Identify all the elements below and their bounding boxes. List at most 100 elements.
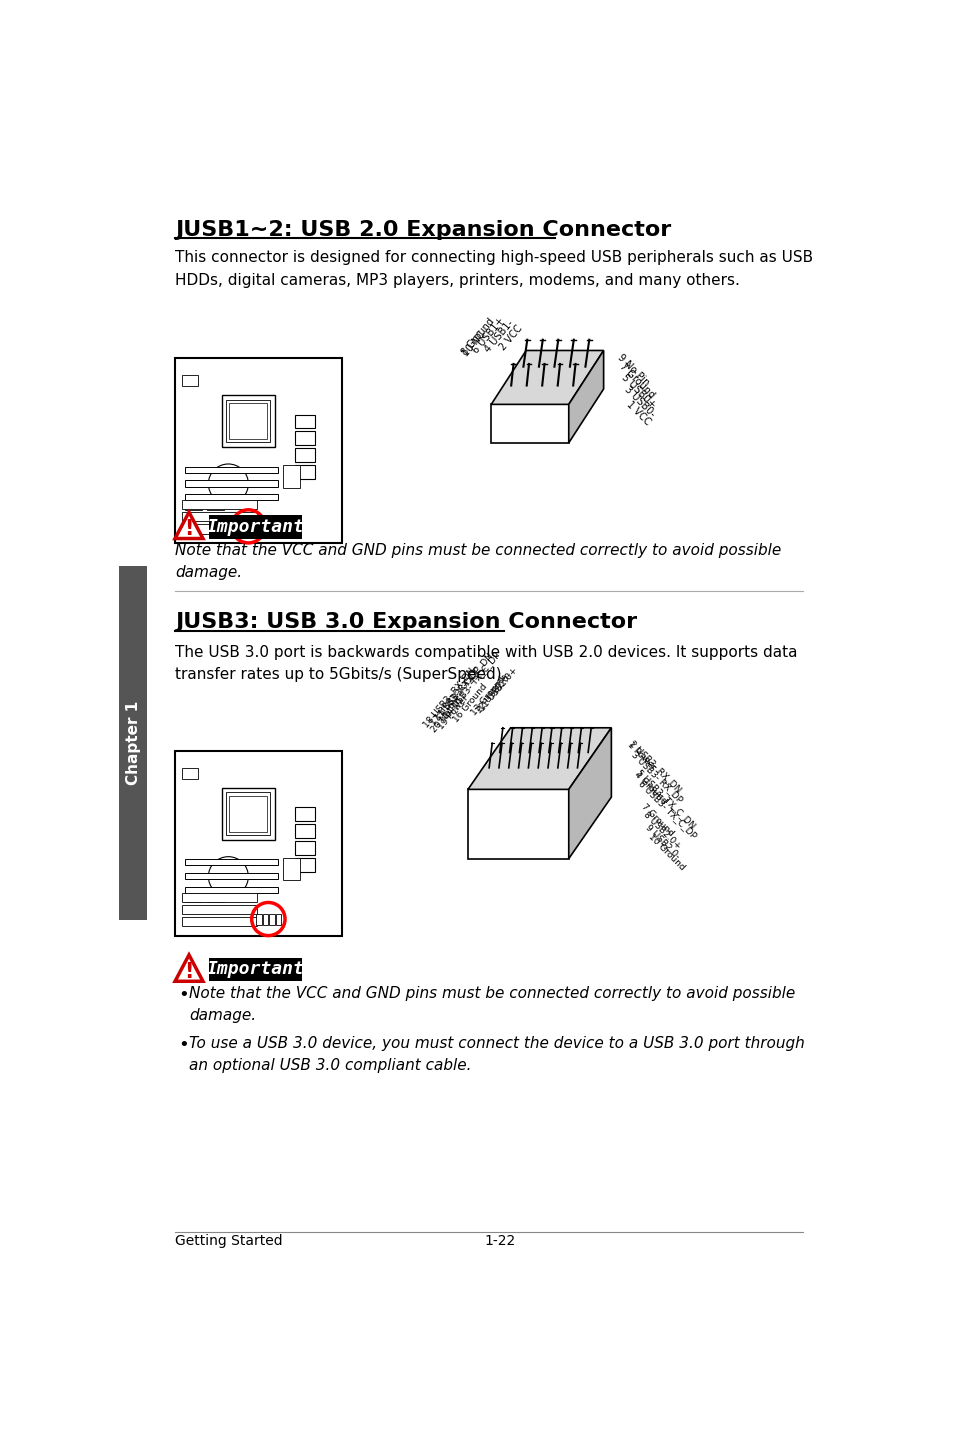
- Bar: [185, 467, 278, 473]
- Bar: [209, 516, 302, 538]
- Bar: [294, 465, 314, 480]
- Text: •: •: [178, 1035, 189, 1054]
- Bar: [239, 521, 245, 531]
- Polygon shape: [468, 727, 611, 789]
- Text: Important: Important: [207, 518, 304, 536]
- Bar: [181, 513, 256, 521]
- Polygon shape: [568, 727, 611, 859]
- Bar: [221, 395, 274, 447]
- Text: 20 No Pin: 20 No Pin: [429, 696, 464, 735]
- Text: Note that the VCC and GND pins must be connected correctly to avoid possible
dam: Note that the VCC and GND pins must be c…: [174, 543, 781, 580]
- Bar: [283, 465, 299, 487]
- Text: 18 USB3- RX_DN: 18 USB3- RX_DN: [421, 666, 476, 729]
- Text: Note that the VCC and GND pins must be connected correctly to avoid possible
dam: Note that the VCC and GND pins must be c…: [189, 985, 795, 1022]
- Text: 14 USB3- TX_C_DP: 14 USB3- TX_C_DP: [440, 650, 500, 720]
- Text: The USB 3.0 port is backwards compatible with USB 2.0 devices. It supports data
: The USB 3.0 port is backwards compatible…: [174, 644, 797, 682]
- Bar: [294, 825, 314, 838]
- Text: JUSB1~2: USB 2.0 Expansion Connector: JUSB1~2: USB 2.0 Expansion Connector: [174, 219, 671, 239]
- Text: 8 USB2.0+: 8 USB2.0+: [641, 811, 681, 852]
- Bar: [221, 788, 274, 839]
- Text: 8 Ground: 8 Ground: [459, 316, 497, 357]
- Bar: [185, 859, 278, 865]
- Text: 4 Ground: 4 Ground: [632, 770, 667, 806]
- Text: 10 Ground: 10 Ground: [645, 832, 685, 872]
- Text: 13 Ground: 13 Ground: [470, 676, 507, 717]
- Bar: [181, 905, 256, 914]
- Text: 7 Ground: 7 Ground: [617, 361, 656, 400]
- Bar: [294, 858, 314, 872]
- Polygon shape: [174, 513, 203, 538]
- Bar: [294, 448, 314, 463]
- Bar: [185, 886, 278, 894]
- Text: 9 No Pin: 9 No Pin: [615, 352, 650, 388]
- Bar: [174, 750, 341, 935]
- Text: 16 Ground: 16 Ground: [451, 683, 488, 725]
- Text: 5 USB0+: 5 USB0+: [619, 372, 657, 410]
- Polygon shape: [174, 955, 203, 981]
- Text: 12 USB2.0-: 12 USB2.0-: [474, 672, 513, 716]
- Text: 6 USB3- TX_C_DP: 6 USB3- TX_C_DP: [637, 779, 698, 841]
- Bar: [275, 914, 281, 925]
- Circle shape: [208, 856, 248, 896]
- Text: Important: Important: [207, 961, 304, 978]
- Text: 15 USB3- TX_C_DN: 15 USB3- TX_C_DN: [434, 652, 495, 722]
- Bar: [226, 400, 270, 442]
- Bar: [263, 914, 268, 925]
- Bar: [468, 789, 568, 859]
- Bar: [253, 521, 257, 531]
- Bar: [181, 892, 256, 902]
- Text: !: !: [184, 962, 193, 982]
- Text: 1-22: 1-22: [483, 1233, 515, 1247]
- Bar: [294, 431, 314, 445]
- Bar: [174, 358, 341, 543]
- Text: 10 NC: 10 NC: [460, 329, 487, 358]
- Text: 2 VCC: 2 VCC: [497, 324, 524, 352]
- Bar: [119, 566, 147, 921]
- Bar: [181, 524, 256, 534]
- Text: 7 Ground: 7 Ground: [639, 802, 675, 838]
- Text: 5 USB3- TX_C_DN: 5 USB3- TX_C_DN: [634, 768, 697, 829]
- Text: 1 Power: 1 Power: [624, 740, 657, 772]
- Bar: [256, 914, 261, 925]
- Bar: [181, 918, 256, 927]
- Polygon shape: [568, 351, 603, 442]
- Text: To use a USB 3.0 device, you must connect the device to a USB 3.0 port through
a: To use a USB 3.0 device, you must connec…: [189, 1035, 804, 1073]
- Text: 1 VCC: 1 VCC: [624, 400, 652, 427]
- Bar: [185, 503, 202, 510]
- Text: 11 USB2.0+: 11 USB2.0+: [477, 666, 519, 713]
- Bar: [185, 874, 278, 879]
- Text: Chapter 1: Chapter 1: [126, 702, 140, 785]
- Bar: [226, 792, 270, 835]
- Text: 6 USB1+: 6 USB1+: [470, 316, 505, 355]
- Text: 19 Power: 19 Power: [436, 695, 470, 732]
- Bar: [230, 402, 267, 440]
- Bar: [207, 895, 224, 902]
- Text: •: •: [178, 985, 189, 1004]
- Bar: [185, 895, 202, 902]
- Text: 4 USB1-: 4 USB1-: [482, 318, 515, 354]
- Text: !: !: [184, 520, 193, 540]
- Bar: [209, 958, 302, 981]
- Text: This connector is designed for connecting high-speed USB peripherals such as USB: This connector is designed for connectin…: [174, 251, 812, 288]
- Bar: [294, 808, 314, 821]
- Text: 3 USB0-: 3 USB0-: [621, 385, 656, 420]
- Bar: [207, 503, 224, 510]
- Bar: [181, 768, 198, 779]
- Text: Getting Started: Getting Started: [174, 1233, 282, 1247]
- Bar: [246, 521, 251, 531]
- Circle shape: [208, 464, 248, 504]
- Bar: [185, 494, 278, 500]
- Bar: [181, 500, 256, 510]
- Text: 17 USB3- RX_DP: 17 USB3- RX_DP: [428, 664, 482, 727]
- Bar: [491, 404, 568, 442]
- Bar: [269, 914, 274, 925]
- Text: 3 USB3- RX_DP: 3 USB3- RX_DP: [629, 750, 683, 805]
- Text: 2 USB3- RX_DN: 2 USB3- RX_DN: [627, 739, 682, 793]
- Bar: [185, 481, 278, 487]
- Text: 9 USB2.0-: 9 USB2.0-: [643, 823, 681, 861]
- Polygon shape: [491, 351, 603, 404]
- Bar: [283, 858, 299, 881]
- Bar: [294, 414, 314, 428]
- Text: JUSB3: USB 3.0 Expansion Connector: JUSB3: USB 3.0 Expansion Connector: [174, 613, 637, 633]
- Bar: [181, 375, 198, 385]
